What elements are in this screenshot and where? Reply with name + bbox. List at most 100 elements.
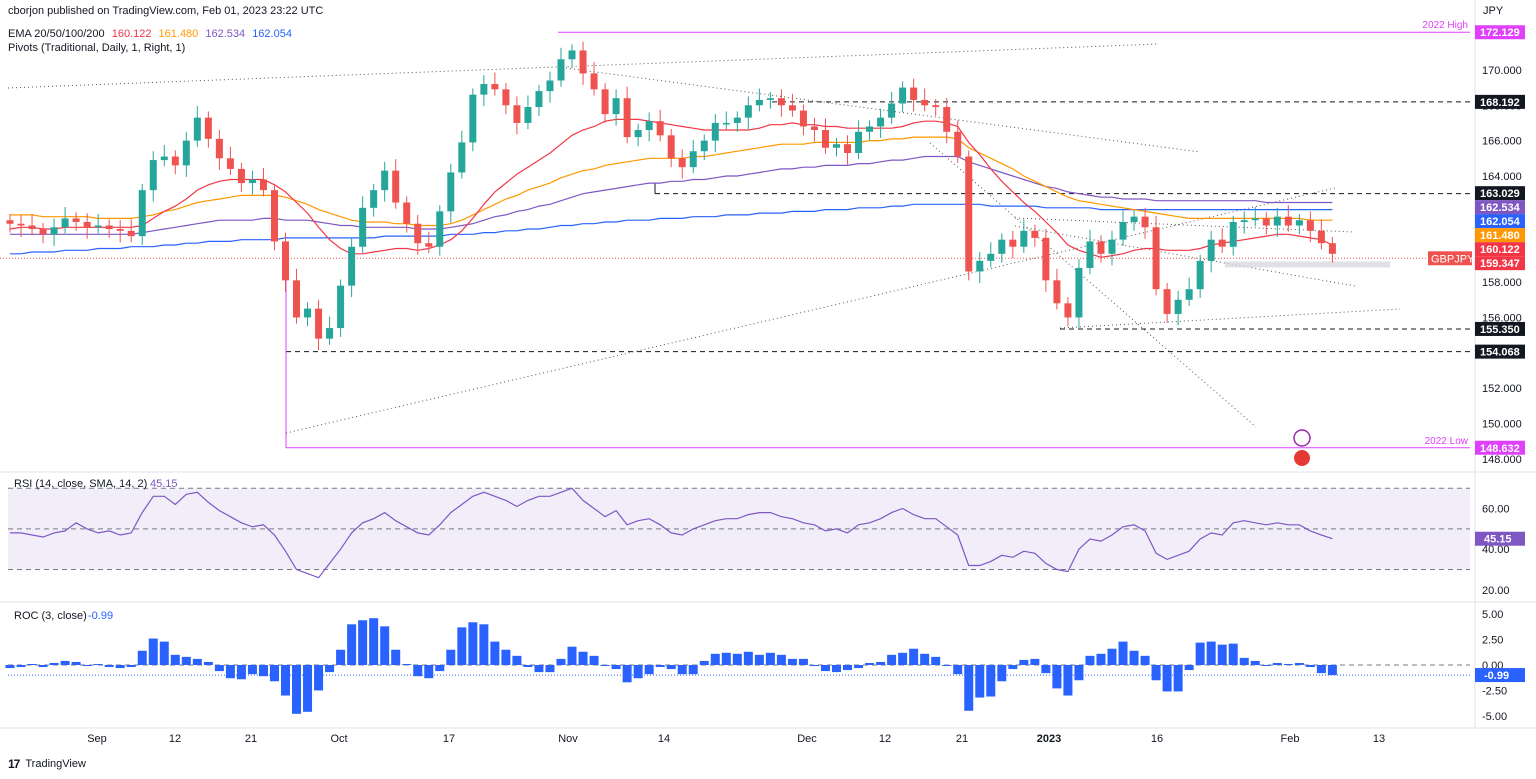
roc-bar (634, 665, 643, 678)
candle-body (679, 158, 686, 167)
candle-body (558, 59, 565, 80)
symbol-badge-text: GBPJPY (1431, 253, 1475, 265)
candle-body (95, 226, 102, 228)
trendline (558, 67, 1200, 152)
roc-bar (270, 665, 279, 681)
price-axis-badge-text: 162.534 (1480, 202, 1521, 214)
candle-body (1142, 217, 1149, 228)
roc-bar (854, 665, 863, 668)
candle-body (899, 88, 906, 104)
x-axis-label: Sep (87, 733, 107, 745)
candle-body (513, 105, 520, 123)
roc-bar (490, 642, 499, 665)
candle-body (1318, 231, 1325, 243)
roc-bar (986, 665, 995, 697)
roc-bar (435, 665, 444, 671)
candle-body (337, 286, 344, 328)
candle-body (778, 98, 785, 105)
roc-title: ROC (3, close) (14, 610, 87, 622)
roc-bar (138, 651, 147, 665)
candle-body (877, 118, 884, 127)
roc-bar (975, 665, 984, 698)
roc-bar (457, 627, 466, 665)
candle-body (348, 247, 355, 286)
candle-body (1075, 268, 1082, 318)
trendline (1015, 226, 1355, 286)
roc-bar (127, 665, 136, 667)
roc-bar (369, 618, 378, 665)
candle-body (668, 135, 675, 158)
x-axis-label: Dec (797, 733, 817, 745)
x-axis-label: 14 (658, 733, 670, 745)
candle-body (1109, 240, 1116, 254)
roc-bar (1163, 665, 1172, 691)
x-axis-label: 12 (169, 733, 181, 745)
roc-bar (678, 665, 687, 674)
roc-bar (898, 653, 907, 665)
rsi-tick-label: 20.00 (1482, 585, 1510, 597)
candle-body (635, 130, 642, 137)
candle-body (205, 118, 212, 139)
price-axis-badge-text: 154.068 (1480, 347, 1520, 359)
price-tick-label: 150.000 (1482, 419, 1522, 431)
roc-bar (94, 664, 103, 665)
candle-body (811, 126, 818, 130)
candle-body (469, 95, 476, 143)
x-axis-label: 12 (879, 733, 891, 745)
roc-bar (501, 650, 510, 665)
x-axis-label: Feb (1281, 733, 1300, 745)
roc-bar (645, 665, 654, 674)
candle-body (657, 121, 664, 135)
roc-bar (72, 662, 81, 665)
level-annotation: 2022 High (1422, 20, 1468, 31)
roc-bar (568, 647, 577, 665)
candle-body (18, 224, 25, 226)
candle-body (866, 126, 873, 131)
candle-body (723, 123, 730, 125)
roc-bar (105, 665, 114, 667)
candle-body (734, 118, 741, 123)
rsi-axis-badge-text: 45.15 (1484, 534, 1512, 546)
roc-bar (402, 664, 411, 665)
candle-body (392, 171, 399, 203)
roc-bar (17, 665, 26, 667)
roc-bar (512, 656, 521, 665)
candle-body (1186, 289, 1193, 300)
candle-body (1097, 241, 1104, 253)
roc-bar (1251, 661, 1260, 665)
roc-bar (612, 665, 621, 669)
candle-body (183, 141, 190, 166)
roc-bar (711, 654, 720, 665)
candle-body (546, 81, 553, 92)
candle-body (216, 139, 223, 158)
candle-body (425, 243, 432, 247)
candle-body (62, 218, 69, 227)
candle-body (1263, 218, 1270, 225)
x-axis-label: 16 (1151, 733, 1163, 745)
flag-icon (1294, 450, 1310, 466)
roc-bar (193, 659, 202, 665)
candle-body (1252, 218, 1259, 220)
candle-body (535, 91, 542, 107)
roc-bar (1096, 654, 1105, 665)
candle-body (1020, 231, 1027, 247)
price-axis-badge-text: 163.029 (1480, 188, 1520, 200)
roc-axis-badge-text: -0.99 (1484, 670, 1509, 682)
roc-bar (755, 655, 764, 665)
roc-bar (667, 665, 676, 669)
roc-tick-label: 5.00 (1482, 609, 1503, 621)
roc-bar (920, 654, 929, 665)
candle-body (40, 229, 47, 234)
roc-bar (347, 624, 356, 665)
candle-body (271, 190, 278, 241)
roc-bar (843, 665, 852, 670)
roc-bar (733, 654, 742, 665)
rsi-title: RSI (14, close, SMA, 14, 2) (14, 478, 147, 490)
roc-bar (865, 663, 874, 665)
candle-body (1086, 241, 1093, 268)
roc-bar (28, 664, 37, 665)
candle-body (1031, 231, 1038, 238)
candle-body (613, 98, 620, 114)
candle-body (602, 89, 609, 114)
